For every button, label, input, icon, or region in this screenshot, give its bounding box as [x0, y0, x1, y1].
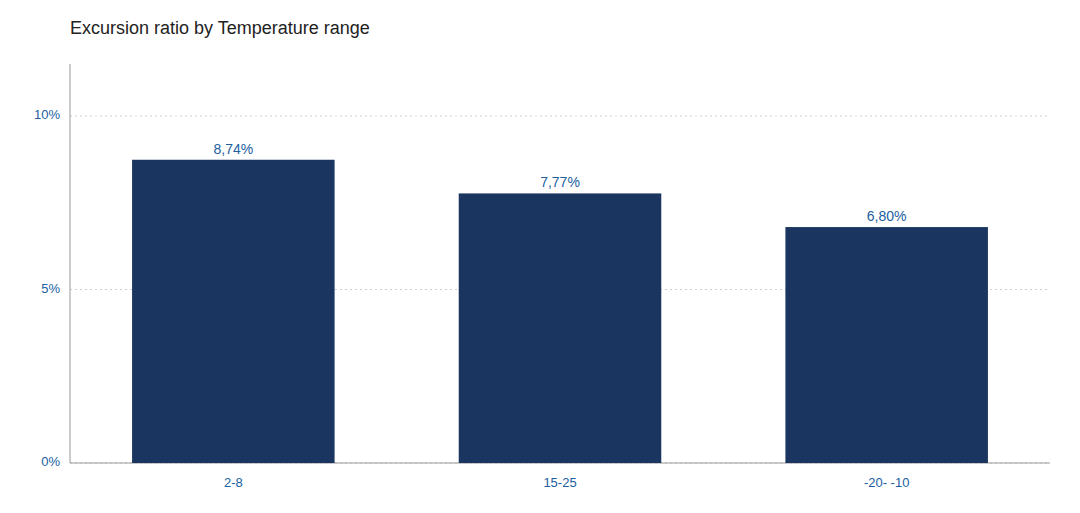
y-tick-label: 10% [34, 107, 60, 122]
x-tick-label: -20- -10 [864, 475, 910, 490]
grid-line [70, 116, 1050, 117]
bar [785, 227, 988, 463]
data-label: 7,77% [540, 174, 580, 190]
data-label: 6,80% [867, 208, 907, 224]
x-tick-label: 2-8 [224, 475, 243, 490]
grid [70, 116, 1050, 463]
bar [459, 193, 662, 463]
chart-svg: Excursion ratio by Temperature range 0% 5%… [0, 0, 1080, 513]
y-tick-label: 0% [41, 454, 60, 469]
chart-container: Excursion ratio by Temperature range 0% 5%… [0, 0, 1080, 513]
x-tick-label: 15-25 [543, 475, 576, 490]
bars [132, 160, 988, 463]
data-label: 8,74% [213, 141, 253, 157]
title: Excursion ratio by Temperature range [70, 18, 370, 38]
bar [132, 160, 335, 463]
y-tick-label: 5% [41, 281, 60, 296]
y-axis-line [70, 64, 71, 463]
